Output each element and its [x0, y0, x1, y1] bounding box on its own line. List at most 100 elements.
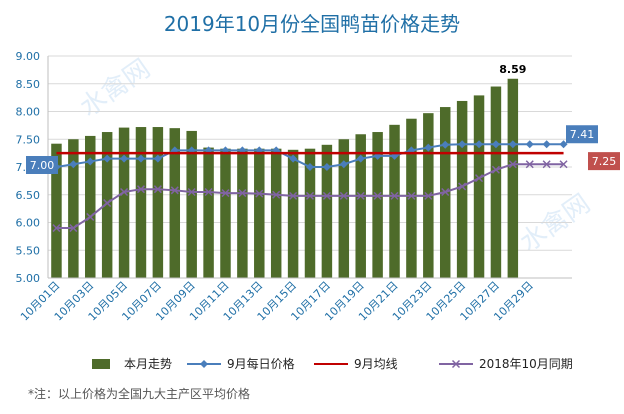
watermark-text: 水禽网: [515, 189, 596, 258]
point: [306, 163, 314, 171]
x-axis: 10月01日10月03日10月05日10月07日10月09日10月11日10月1…: [18, 277, 572, 323]
legend-label: 本月走势: [124, 357, 172, 371]
point: [221, 189, 230, 198]
point: [86, 212, 95, 221]
point: [322, 163, 331, 171]
point: [407, 191, 416, 200]
point: [120, 154, 129, 163]
y-tick-label: 8.00: [16, 106, 41, 119]
bar: [372, 132, 383, 278]
point: [424, 191, 433, 200]
bar: [101, 132, 113, 278]
point: [52, 224, 61, 233]
bar: [203, 147, 214, 278]
bar: [85, 135, 96, 278]
point: [542, 160, 551, 169]
point: [289, 154, 298, 163]
legend-label: 9月每日价格: [227, 356, 295, 371]
point: [120, 187, 129, 197]
y-tick-label: 6.00: [16, 217, 41, 230]
bar: [355, 134, 366, 278]
y-tick-label: 8.50: [16, 78, 41, 91]
point: [559, 160, 568, 169]
point: [491, 165, 500, 174]
bar: [254, 148, 265, 278]
point: [153, 154, 162, 163]
value-callout-box: [588, 152, 620, 171]
bar: [118, 127, 130, 278]
y-tick-label: 5.50: [16, 244, 41, 257]
watermark-text: 水禽网: [75, 54, 156, 123]
bar: [51, 143, 62, 278]
point: [356, 191, 365, 200]
bar: [473, 95, 485, 278]
bar: [287, 149, 299, 278]
bar: [68, 139, 79, 278]
bar: [220, 148, 231, 278]
y-tick-label: 7.50: [16, 133, 41, 146]
value-callout-box: [26, 156, 58, 174]
point: [475, 140, 484, 149]
point: [559, 140, 568, 149]
legend-marker: [200, 360, 208, 368]
point: [238, 189, 247, 198]
point: [289, 191, 298, 200]
value-callout-box: [566, 125, 598, 144]
chart-title: 2019年10月份全国鸭苗价格走势: [163, 12, 461, 36]
bar: [304, 148, 316, 278]
point: [69, 160, 78, 169]
annotations: 8.59 7.00 7.41 7.25: [26, 63, 620, 174]
y-tick-label: 5.00: [16, 272, 41, 285]
point: [458, 140, 467, 149]
point: [103, 154, 112, 163]
point: [441, 140, 450, 149]
point: [373, 191, 382, 200]
point: [491, 140, 500, 149]
bar: [270, 148, 282, 278]
point: [305, 191, 315, 200]
point: [542, 140, 551, 149]
point: [170, 186, 179, 195]
value-callout-label: 7.25: [592, 155, 617, 168]
point: [153, 185, 162, 194]
legend-label: 2018年10月同期: [479, 357, 573, 371]
bar: [237, 148, 248, 278]
point: [441, 187, 450, 197]
bar: [490, 86, 502, 279]
point: [390, 191, 399, 200]
point: [458, 182, 467, 191]
point: [69, 224, 78, 233]
bar: [456, 100, 468, 278]
point: [136, 185, 145, 194]
y-tick-label: 6.50: [16, 189, 41, 202]
legend-marker: [451, 359, 461, 369]
bar: [321, 144, 333, 278]
bar: [152, 127, 164, 278]
point: [508, 140, 517, 149]
point: [86, 157, 95, 166]
point: [525, 140, 534, 149]
line-series: [52, 140, 568, 233]
data-label: 8.59: [499, 63, 526, 76]
bar: [406, 118, 417, 278]
bar: [507, 78, 519, 278]
bar: [338, 139, 350, 278]
point: [424, 143, 433, 152]
point: [136, 154, 145, 163]
bar: [169, 128, 181, 278]
legend-swatch: [92, 359, 110, 369]
point: [322, 191, 331, 200]
legend-label: 9月均线: [354, 357, 398, 371]
value-callout-label: 7.41: [570, 128, 595, 141]
point: [356, 154, 365, 163]
legend: 本月走势 9月每日价格 9月均线 2018年10月同期: [92, 356, 573, 371]
y-tick-label: 9.00: [16, 50, 41, 63]
point: [508, 160, 517, 169]
point: [255, 189, 264, 198]
point: [272, 190, 281, 199]
point: [187, 187, 196, 197]
bar: [389, 124, 400, 278]
point: [103, 199, 112, 208]
value-callout-label: 7.00: [30, 159, 55, 172]
